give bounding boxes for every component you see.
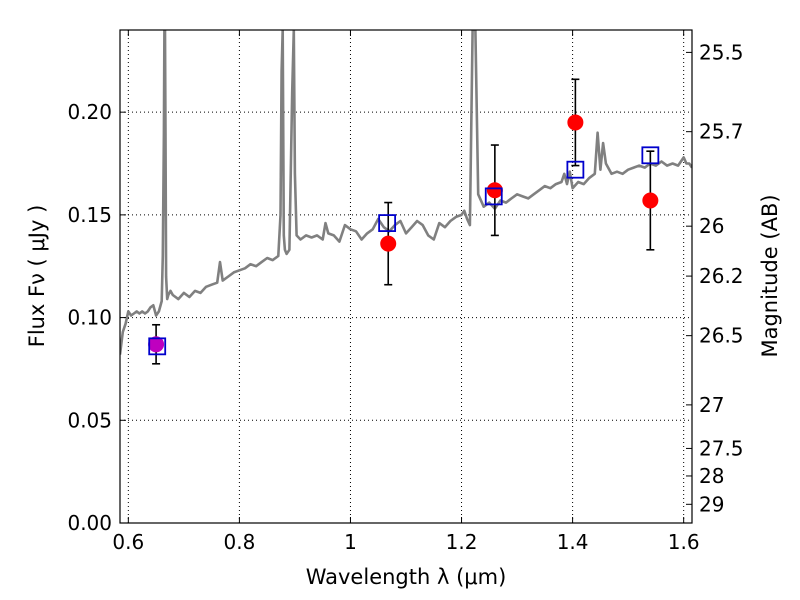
- x-axis-label: Wavelength λ (μm): [306, 565, 507, 589]
- grid-lines: [120, 30, 692, 524]
- model-point: [566, 160, 585, 179]
- y2-tick-label: 26.5: [699, 324, 744, 348]
- y2-tick-label: 27.5: [699, 436, 744, 460]
- y-tick-label: 0.00: [67, 511, 112, 535]
- points-layer: [148, 78, 660, 365]
- x-tick-label: 0.8: [223, 530, 255, 554]
- y-tick-label: 0.10: [67, 306, 112, 330]
- x-tick-label: 0.6: [112, 530, 144, 554]
- y2-tick-label: 27: [699, 393, 724, 417]
- x-axis: 0.6 0.8 1 1.2 1.4 1.6: [112, 30, 700, 554]
- y2-tick-label: 26: [699, 214, 724, 238]
- y-tick-label: 0.20: [67, 100, 112, 124]
- y2-tick-label: 28: [699, 464, 724, 488]
- y-tick-label: 0.05: [67, 408, 112, 432]
- y2-tick-label: 29: [699, 492, 724, 516]
- model-point: [378, 214, 397, 232]
- y2-axis: 25.5 25.7 26 26.2 26.5 27 27.5 28 29: [686, 40, 744, 516]
- model-point: [148, 337, 167, 356]
- y2-tick-label: 25.5: [699, 40, 744, 64]
- x-tick-label: 1.6: [668, 530, 700, 554]
- plot-area: [120, 30, 692, 365]
- x-tick-label: 1.2: [446, 530, 478, 554]
- series-layer: [120, 30, 692, 355]
- x-tick-label: 1.4: [557, 530, 589, 554]
- y-tick-label: 0.15: [67, 203, 112, 227]
- data-point: [380, 235, 397, 252]
- y2-tick-label: 25.7: [699, 120, 744, 144]
- data-point: [642, 192, 659, 209]
- y2-axis-label: Magnitude (AB): [758, 194, 782, 357]
- data-point: [567, 114, 584, 131]
- model-point: [484, 187, 503, 206]
- spectrum-line: [120, 30, 692, 355]
- x-tick-label: 1: [344, 530, 357, 554]
- y-axis: 0.00 0.05 0.10 0.15 0.20: [67, 100, 126, 535]
- data-point: [486, 182, 503, 199]
- plot-frame: [119, 29, 693, 524]
- y-axis-label: Flux Fν ( μJy ): [25, 205, 49, 348]
- y2-tick-label: 26.2: [699, 264, 744, 288]
- model-point: [641, 146, 660, 165]
